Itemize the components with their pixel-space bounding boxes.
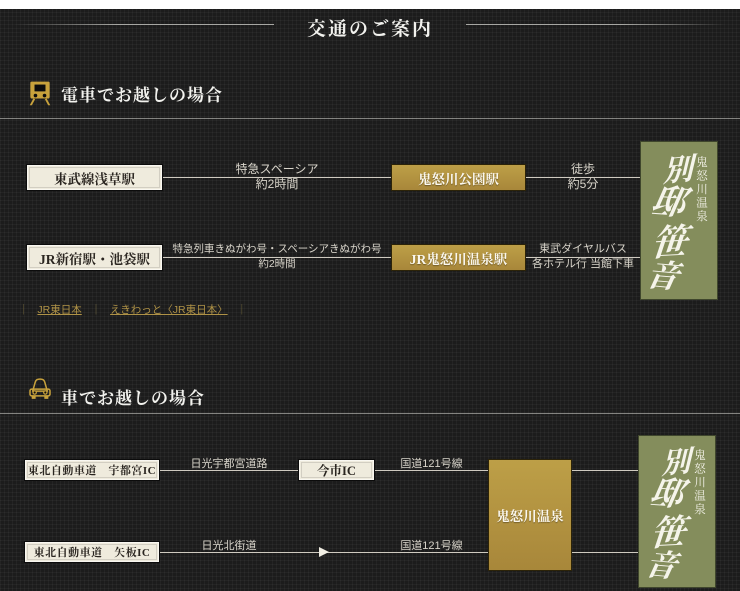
svg-text:別: 別 bbox=[662, 151, 699, 189]
svg-text:邸: 邸 bbox=[648, 184, 694, 223]
svg-text:邸: 邸 bbox=[647, 475, 692, 514]
svg-text:音: 音 bbox=[642, 547, 683, 584]
svg-text:音: 音 bbox=[643, 257, 686, 296]
